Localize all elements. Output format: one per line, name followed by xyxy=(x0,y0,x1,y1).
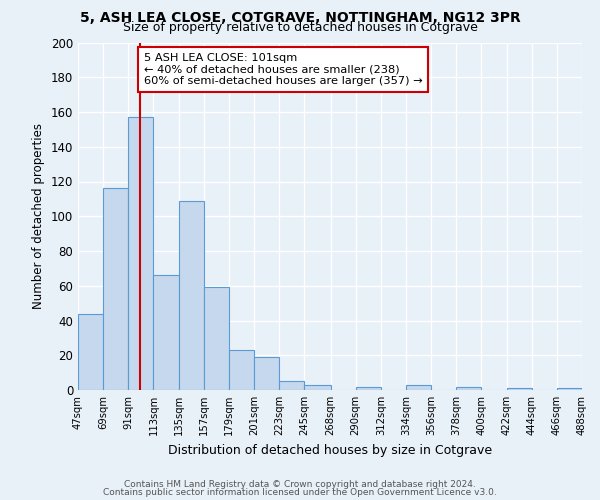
Bar xyxy=(356,386,381,390)
Bar xyxy=(456,386,481,390)
Bar xyxy=(254,357,279,390)
Bar xyxy=(279,382,304,390)
Bar xyxy=(78,314,103,390)
Bar xyxy=(103,188,128,390)
Y-axis label: Number of detached properties: Number of detached properties xyxy=(32,123,45,309)
Bar xyxy=(406,385,431,390)
Bar xyxy=(304,385,331,390)
Text: 5 ASH LEA CLOSE: 101sqm
← 40% of detached houses are smaller (238)
60% of semi-d: 5 ASH LEA CLOSE: 101sqm ← 40% of detache… xyxy=(143,53,422,86)
Bar xyxy=(506,388,532,390)
Bar xyxy=(229,350,254,390)
Bar xyxy=(128,117,154,390)
Text: Contains HM Land Registry data © Crown copyright and database right 2024.: Contains HM Land Registry data © Crown c… xyxy=(124,480,476,489)
Text: 5, ASH LEA CLOSE, COTGRAVE, NOTTINGHAM, NG12 3PR: 5, ASH LEA CLOSE, COTGRAVE, NOTTINGHAM, … xyxy=(80,11,520,25)
Bar xyxy=(204,288,229,390)
X-axis label: Distribution of detached houses by size in Cotgrave: Distribution of detached houses by size … xyxy=(168,444,492,456)
Bar xyxy=(179,200,204,390)
Bar xyxy=(154,276,179,390)
Text: Size of property relative to detached houses in Cotgrave: Size of property relative to detached ho… xyxy=(122,21,478,34)
Text: Contains public sector information licensed under the Open Government Licence v3: Contains public sector information licen… xyxy=(103,488,497,497)
Bar xyxy=(557,388,582,390)
